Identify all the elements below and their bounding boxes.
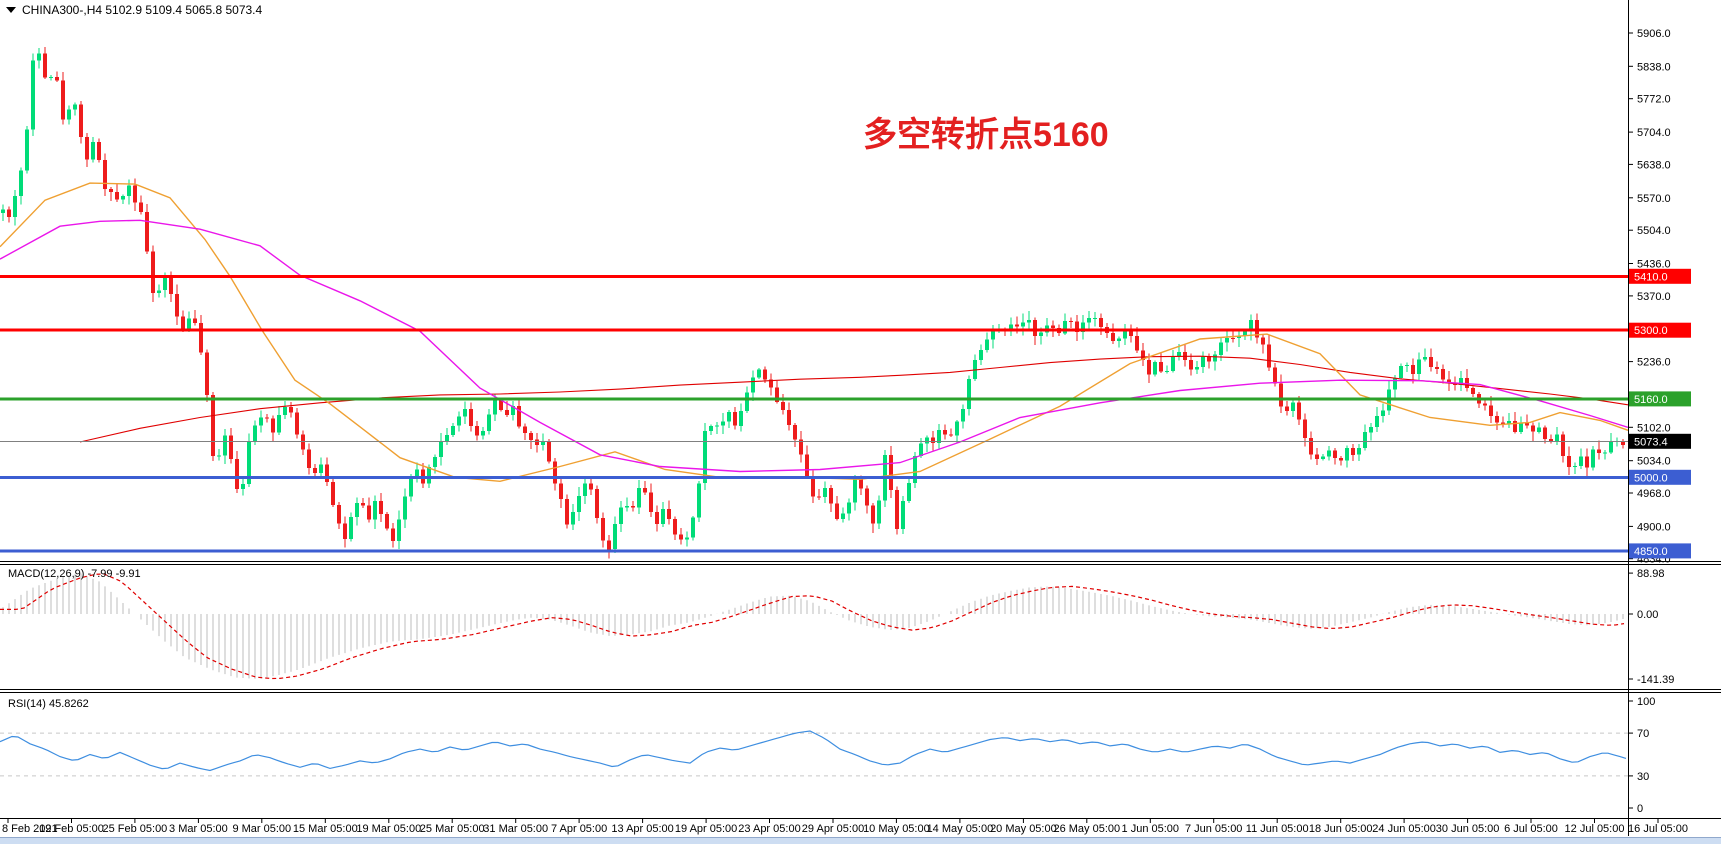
horizontal-level-lines[interactable]: [0, 274, 1628, 553]
collapse-triangle-icon[interactable]: [6, 7, 16, 13]
ma-magenta-line: [0, 219, 1628, 473]
price-tick: 5906.0: [1637, 28, 1671, 40]
rsi-tick: 30: [1637, 771, 1649, 783]
price-tick: 5370.0: [1637, 291, 1671, 303]
time-tick: 29 Apr 05:00: [802, 823, 864, 835]
time-tick: 7 Jun 05:00: [1185, 823, 1243, 835]
price-tick: 5570.0: [1637, 193, 1671, 205]
candlesticks: [1, 47, 1625, 559]
price-tick: 5638.0: [1637, 159, 1671, 171]
time-tick: 15 Mar 05:00: [293, 823, 358, 835]
price-badge-5410.0: [1629, 268, 1691, 284]
rsi-tick: 0: [1637, 803, 1643, 815]
main-price-panel[interactable]: [0, 47, 1628, 559]
macd-label: MACD(12,26,9) -7.99 -9.91: [8, 568, 141, 580]
time-tick: 19 Feb 05:00: [39, 823, 104, 835]
time-tick: 23 Apr 05:00: [738, 823, 800, 835]
time-tick: 10 May 05:00: [863, 823, 930, 835]
price-badge-label: 4850.0: [1634, 546, 1668, 558]
price-tick: 5034.0: [1637, 456, 1671, 468]
chart-annotation-text[interactable]: 多空转折点5160: [863, 116, 1109, 154]
rsi-line: [0, 730, 1627, 772]
price-badge-5000.0: [1629, 469, 1691, 485]
time-tick: 6 Jul 05:00: [1504, 823, 1558, 835]
time-tick: 9 Mar 05:00: [232, 823, 291, 835]
price-badge-label: 5300.0: [1634, 325, 1668, 337]
time-tick: 25 Feb 05:00: [102, 823, 167, 835]
bottom-strip-fill[interactable]: [0, 838, 1721, 844]
time-tick: 1 Jun 05:00: [1122, 823, 1180, 835]
price-badge-label: 5000.0: [1634, 472, 1668, 484]
time-tick: 12 Jul 05:00: [1565, 823, 1625, 835]
rsi-plot: [0, 730, 1628, 777]
price-tick: 5504.0: [1637, 225, 1671, 237]
time-tick: 24 Jun 05:00: [1372, 823, 1436, 835]
rsi-tick: 70: [1637, 728, 1649, 740]
time-tick: 26 May 05:00: [1053, 823, 1120, 835]
price-axis[interactable]: 5906.0 5838.0 5772.0 5704.0 5638.0 5570.0 5504…: [1628, 28, 1691, 815]
time-tick: 19 Mar 05:00: [356, 823, 421, 835]
time-tick: 25 Mar 05:00: [420, 823, 485, 835]
price-badge-5300.0: [1629, 322, 1691, 338]
macd-tick: -141.39: [1637, 674, 1674, 686]
price-tick: 5436.0: [1637, 259, 1671, 271]
time-tick: 13 Apr 05:00: [611, 823, 673, 835]
moving-average-lines: [0, 182, 1628, 483]
time-tick: 8 Feb 2021: [2, 823, 58, 835]
price-badge-label: 5160.0: [1634, 394, 1668, 406]
time-tick: 11 Jun 05:00: [1246, 823, 1309, 835]
price-badge-label: 5410.0: [1634, 271, 1668, 283]
price-tick: 5102.0: [1637, 422, 1671, 434]
macd-tick: 88.98: [1637, 568, 1665, 580]
price-badge-5073.4: [1629, 433, 1691, 449]
price-badge-4850.0: [1629, 543, 1691, 559]
macd-signal-line: [0, 573, 1625, 680]
rsi-tick: 100: [1637, 696, 1655, 708]
time-tick: 7 Apr 05:00: [551, 823, 607, 835]
rsi-panel[interactable]: RSI(14) 45.8262: [0, 698, 1628, 777]
time-tick: 16 Jul 05:00: [1628, 823, 1688, 835]
symbol-ohlc-title: CHINA300-,H4 5102.9 5109.4 5065.8 5073.4: [22, 3, 263, 17]
price-tick: 4900.0: [1637, 521, 1671, 533]
price-tick: 5704.0: [1637, 127, 1671, 139]
rsi-label: RSI(14) 45.8262: [8, 698, 89, 710]
bottom-strip: [0, 837, 1721, 838]
time-tick: 14 May 05:00: [927, 823, 994, 835]
time-tick: 31 Mar 05:00: [483, 823, 548, 835]
macd-plot: [0, 573, 1625, 680]
price-tick: 4968.0: [1637, 488, 1671, 500]
price-badge-5160.0: [1629, 391, 1691, 407]
price-tick: 5772.0: [1637, 94, 1671, 106]
time-tick: 30 Jun 05:00: [1436, 823, 1500, 835]
ma-orange-line: [0, 182, 1628, 483]
macd-tick: 0.00: [1637, 609, 1658, 621]
price-tick: 5838.0: [1637, 61, 1671, 73]
price-badge-label: 5073.4: [1634, 436, 1668, 448]
chart-header: CHINA300-,H4 5102.9 5109.4 5065.8 5073.4: [6, 3, 263, 17]
macd-panel[interactable]: MACD(12,26,9) -7.99 -9.91: [0, 568, 1625, 680]
time-tick: 20 May 05:00: [990, 823, 1057, 835]
time-tick: 3 Mar 05:00: [169, 823, 228, 835]
time-tick: 19 Apr 05:00: [675, 823, 737, 835]
price-tick: 5236.0: [1637, 357, 1671, 369]
time-tick: 18 Jun 05:00: [1309, 823, 1373, 835]
